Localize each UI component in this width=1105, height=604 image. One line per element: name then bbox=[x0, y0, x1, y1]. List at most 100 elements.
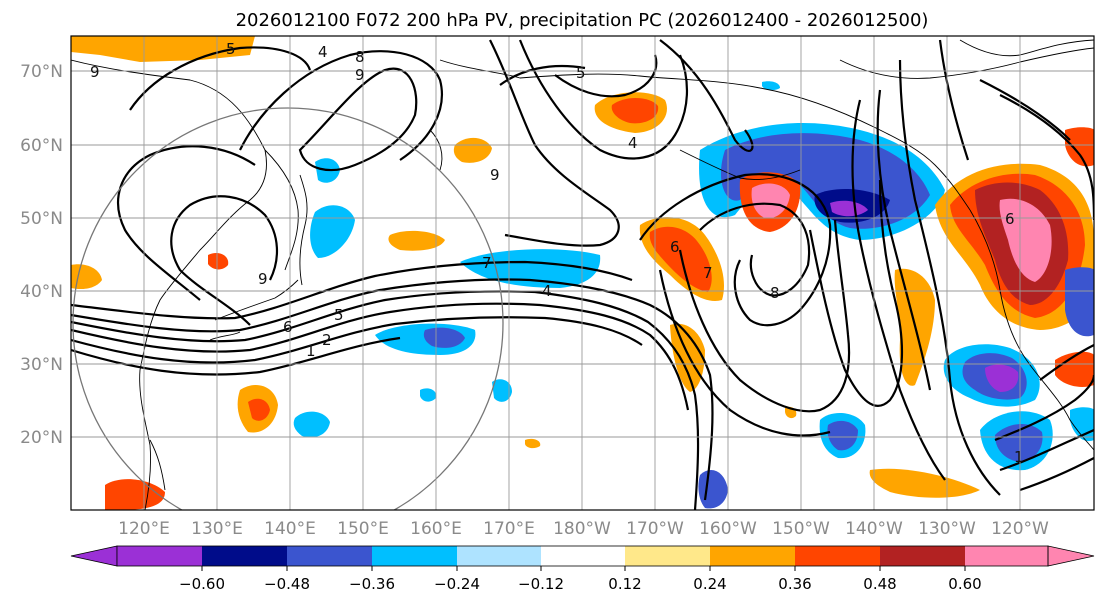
coastline bbox=[149, 439, 166, 491]
precip-anomaly-patch bbox=[248, 398, 270, 421]
colorbar-tick-label: 0.48 bbox=[863, 575, 896, 593]
coastline bbox=[71, 59, 267, 510]
contour-label: 5 bbox=[334, 306, 344, 324]
colorbar-bin bbox=[880, 546, 965, 566]
pv-contour bbox=[518, 39, 688, 160]
colorbar-bin bbox=[202, 546, 287, 566]
colorbar-bin bbox=[625, 546, 710, 566]
contour-labels: 5 4 8 9 9 5 4 7 4 2 1 5 6 9 9 6 7 8 6 1 bbox=[90, 40, 1024, 466]
lat-label: 30°N bbox=[20, 355, 63, 375]
pv-contour bbox=[1019, 457, 1094, 492]
pv-contour bbox=[129, 46, 312, 111]
colorbar-tick-label: 0.24 bbox=[693, 575, 726, 593]
contour-label: 5 bbox=[576, 64, 586, 82]
coastline bbox=[264, 149, 299, 271]
contour-label: 5 bbox=[226, 40, 236, 58]
precip-anomaly-patch bbox=[460, 249, 601, 288]
precip-anomaly-patch bbox=[611, 97, 659, 124]
coastline bbox=[209, 331, 241, 341]
contour-label: 9 bbox=[490, 166, 500, 184]
coastline bbox=[839, 47, 1094, 79]
colorbar-tick-label: 0.60 bbox=[948, 575, 981, 593]
lon-label: 160°E bbox=[410, 519, 462, 539]
contour-label: 9 bbox=[90, 63, 100, 81]
colorbar-tick-label: −0.36 bbox=[349, 575, 395, 593]
lon-label: 130°E bbox=[191, 519, 243, 539]
precip-anomaly-patch bbox=[762, 81, 780, 91]
colorbar-tick-label: 0.36 bbox=[778, 575, 811, 593]
coastline bbox=[429, 129, 443, 171]
coastline bbox=[299, 174, 308, 286]
pv-contour bbox=[117, 145, 256, 301]
pv-contour bbox=[994, 374, 1094, 442]
colorbar-ticks bbox=[201, 566, 966, 571]
precip-anomaly-patch bbox=[293, 411, 330, 438]
pv-contour bbox=[489, 39, 620, 247]
pv-contour bbox=[71, 278, 714, 501]
lon-label: 160°W bbox=[699, 519, 757, 539]
colorbar-bin bbox=[372, 546, 457, 566]
pv-contour bbox=[979, 79, 1071, 141]
precip-anomaly-patch bbox=[827, 420, 858, 451]
pv-contour bbox=[298, 67, 418, 172]
lon-label: 150°W bbox=[772, 519, 830, 539]
lon-label: 140°E bbox=[264, 519, 316, 539]
pv-contour bbox=[239, 50, 443, 161]
precip-anomaly-patch bbox=[310, 205, 355, 258]
contour-label: 1 bbox=[1014, 448, 1024, 466]
precip-anomaly-patch bbox=[670, 323, 705, 392]
coastline bbox=[214, 279, 299, 321]
precip-anomaly-patch bbox=[1065, 127, 1094, 167]
precip-anomaly-patch bbox=[208, 253, 229, 270]
colorbar-max-extension bbox=[1047, 545, 1095, 567]
colorbar-tick-label: −0.24 bbox=[434, 575, 480, 593]
lon-label: 180°W bbox=[553, 519, 611, 539]
graticule bbox=[71, 36, 1094, 510]
precip-anomaly-patch bbox=[1055, 351, 1094, 387]
contour-label: 8 bbox=[770, 284, 780, 302]
colorbar-bin bbox=[795, 546, 880, 566]
lat-label: 60°N bbox=[20, 136, 63, 156]
lat-label: 50°N bbox=[20, 209, 63, 229]
precip-anomaly-patch bbox=[420, 388, 437, 402]
precip-anomaly-patch bbox=[423, 327, 465, 348]
pv-contour bbox=[999, 428, 1094, 472]
latitude-axis: 70°N 60°N 50°N 40°N 30°N 20°N bbox=[20, 62, 63, 448]
contour-label: 7 bbox=[482, 254, 492, 272]
contour-label: 9 bbox=[258, 270, 268, 288]
contour-label: 4 bbox=[628, 134, 638, 152]
colorbar-bin bbox=[710, 546, 795, 566]
colorbar-bin bbox=[965, 546, 1048, 566]
lon-label: 170°W bbox=[626, 519, 684, 539]
coastlines bbox=[71, 39, 1094, 510]
lat-label: 70°N bbox=[20, 62, 63, 82]
precip-anomaly-patch bbox=[71, 264, 102, 290]
contour-label: 6 bbox=[1005, 210, 1015, 228]
precip-anomaly-patch bbox=[751, 183, 790, 219]
pv-contour bbox=[170, 195, 279, 326]
contour-label: 8 bbox=[355, 48, 365, 66]
precip-anomaly-patch bbox=[492, 379, 512, 402]
precip-anomaly-patch bbox=[830, 200, 868, 217]
pv-contour bbox=[639, 173, 832, 327]
colorbar-tick-label: −0.48 bbox=[264, 575, 310, 593]
pv-contours bbox=[71, 39, 1094, 510]
coastline bbox=[969, 209, 1094, 451]
precip-anomaly-patch bbox=[869, 468, 980, 498]
longitude-axis: 120°E 130°E 140°E 150°E 160°E 170°E 180°… bbox=[118, 519, 1049, 539]
map-title: 2026012100 F072 200 hPa PV, precipitatio… bbox=[236, 10, 929, 31]
lon-label: 170°E bbox=[483, 519, 535, 539]
colorbar-min-extension bbox=[70, 545, 118, 567]
pv-contour bbox=[876, 89, 932, 391]
pv-contour bbox=[851, 99, 946, 481]
colorbar-frame bbox=[116, 545, 1049, 567]
contour-label: 6 bbox=[670, 238, 680, 256]
contour-label: 2 bbox=[322, 331, 332, 349]
colorbar-tick-label: 0.12 bbox=[608, 575, 641, 593]
pv-contour bbox=[938, 39, 970, 161]
pv-contour bbox=[659, 39, 754, 152]
pv-contour bbox=[499, 64, 586, 86]
contour-label: 1 bbox=[306, 342, 316, 360]
pv-contour bbox=[71, 316, 643, 364]
